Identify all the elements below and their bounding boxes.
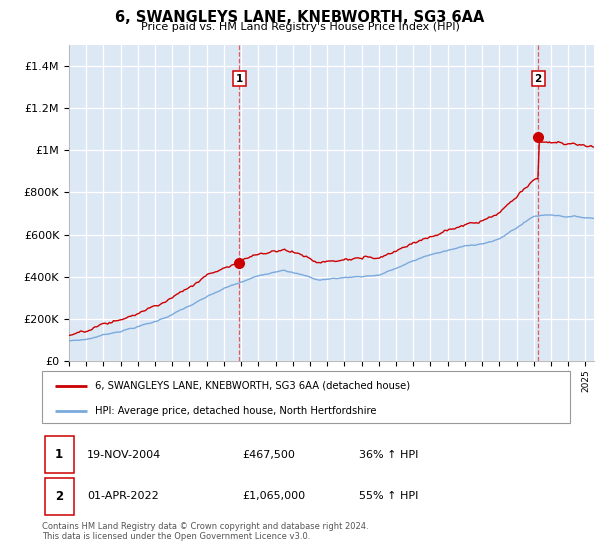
Text: 6, SWANGLEYS LANE, KNEBWORTH, SG3 6AA: 6, SWANGLEYS LANE, KNEBWORTH, SG3 6AA bbox=[115, 10, 485, 25]
Text: 19-NOV-2004: 19-NOV-2004 bbox=[87, 450, 161, 460]
Text: Contains HM Land Registry data © Crown copyright and database right 2024.
This d: Contains HM Land Registry data © Crown c… bbox=[42, 522, 368, 542]
Text: 55% ↑ HPI: 55% ↑ HPI bbox=[359, 491, 418, 501]
FancyBboxPatch shape bbox=[42, 371, 570, 423]
Text: Price paid vs. HM Land Registry's House Price Index (HPI): Price paid vs. HM Land Registry's House … bbox=[140, 22, 460, 32]
FancyBboxPatch shape bbox=[44, 436, 74, 473]
Text: 1: 1 bbox=[236, 73, 243, 83]
Text: 2: 2 bbox=[535, 73, 542, 83]
Text: 01-APR-2022: 01-APR-2022 bbox=[87, 491, 158, 501]
Text: HPI: Average price, detached house, North Hertfordshire: HPI: Average price, detached house, Nort… bbox=[95, 407, 376, 417]
FancyBboxPatch shape bbox=[44, 478, 74, 515]
Text: £1,065,000: £1,065,000 bbox=[242, 491, 306, 501]
Text: 6, SWANGLEYS LANE, KNEBWORTH, SG3 6AA (detached house): 6, SWANGLEYS LANE, KNEBWORTH, SG3 6AA (d… bbox=[95, 381, 410, 391]
Text: 2: 2 bbox=[55, 490, 63, 503]
Text: 36% ↑ HPI: 36% ↑ HPI bbox=[359, 450, 418, 460]
Text: 1: 1 bbox=[55, 448, 63, 461]
Text: £467,500: £467,500 bbox=[242, 450, 296, 460]
